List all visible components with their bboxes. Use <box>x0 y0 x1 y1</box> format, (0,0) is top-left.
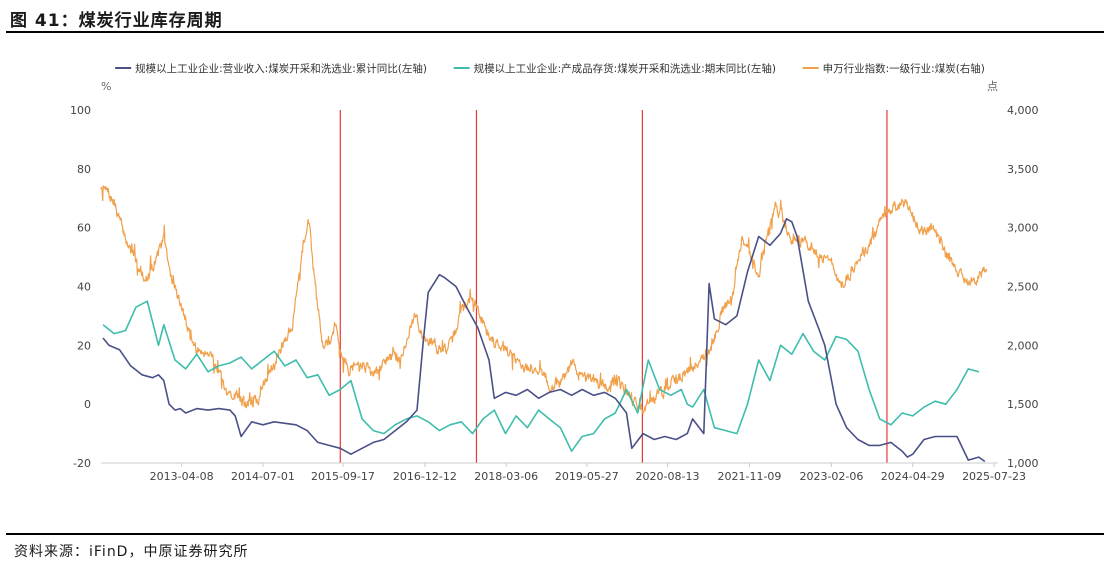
source-note: 资料来源：iFinD，中原证券研究所 <box>14 544 249 560</box>
axis-layer: -20 0 20 40 60 80 100 1,000 1,500 2,000 2,500 3,000… <box>70 80 1039 483</box>
legend-label-index: 申万行业指数:一级行业:煤炭(右轴) <box>823 62 985 75</box>
bottom-rule <box>6 533 1104 535</box>
x-tick-label: 2019-05-27 <box>555 470 619 483</box>
series-line-index <box>100 185 988 415</box>
legend-layer: 规模以上工业企业:营业收入:煤炭开采和洗选业:累计同比(左轴) 规模以上工业企业:… <box>115 62 985 75</box>
y-left-tick-label: 100 <box>70 104 91 117</box>
chart-canvas: -20 0 20 40 60 80 100 1,000 1,500 2,000 2,500 3,000… <box>70 62 1039 483</box>
y-left-tick-label: 20 <box>77 339 91 352</box>
cycle-marker-layer <box>339 110 888 463</box>
y-left-tick-label: 80 <box>77 163 91 176</box>
series-line-revenue <box>102 218 986 463</box>
x-tick-label: 2016-12-12 <box>393 470 457 483</box>
y-right-tick-label: 4,000 <box>1007 104 1039 117</box>
series-line-inventory <box>102 300 980 452</box>
x-tick-label: 2013-04-08 <box>150 470 214 483</box>
y-right-tick-label: 3,000 <box>1007 222 1039 235</box>
x-tick-label: 2023-02-06 <box>799 470 863 483</box>
y-right-tick-label: 1,500 <box>1007 398 1039 411</box>
x-tick-label: 2014-07-01 <box>231 470 295 483</box>
y-left-tick-label: 40 <box>77 281 91 294</box>
y-left-unit: % <box>101 80 111 93</box>
x-tick-label: 2024-04-29 <box>881 470 945 483</box>
y-right-tick-label: 2,000 <box>1007 339 1039 352</box>
x-tick-label: 2018-03-06 <box>474 470 538 483</box>
x-tick-label: 2015-09-17 <box>311 470 375 483</box>
x-tick-label: 2025-07-23 <box>962 470 1026 483</box>
top-rule <box>6 31 1104 33</box>
y-left-tick-label: 0 <box>84 398 91 411</box>
y-left-tick-label: 60 <box>77 222 91 235</box>
y-right-tick-label: 1,000 <box>1007 457 1039 470</box>
x-tick-label: 2021-11-09 <box>717 470 781 483</box>
series-layer <box>100 185 988 463</box>
x-tick-label: 2020-08-13 <box>636 470 700 483</box>
figure-title: 图 41：煤炭行业库存周期 <box>10 11 223 31</box>
y-left-tick-label: -20 <box>73 457 91 470</box>
y-right-tick-label: 2,500 <box>1007 281 1039 294</box>
y-right-unit: 点 <box>987 80 998 93</box>
legend-label-revenue: 规模以上工业企业:营业收入:煤炭开采和洗选业:累计同比(左轴) <box>135 62 427 75</box>
legend-label-inventory: 规模以上工业企业:产成品存货:煤炭开采和洗选业:期末同比(左轴) <box>474 62 776 75</box>
y-right-tick-label: 3,500 <box>1007 163 1039 176</box>
